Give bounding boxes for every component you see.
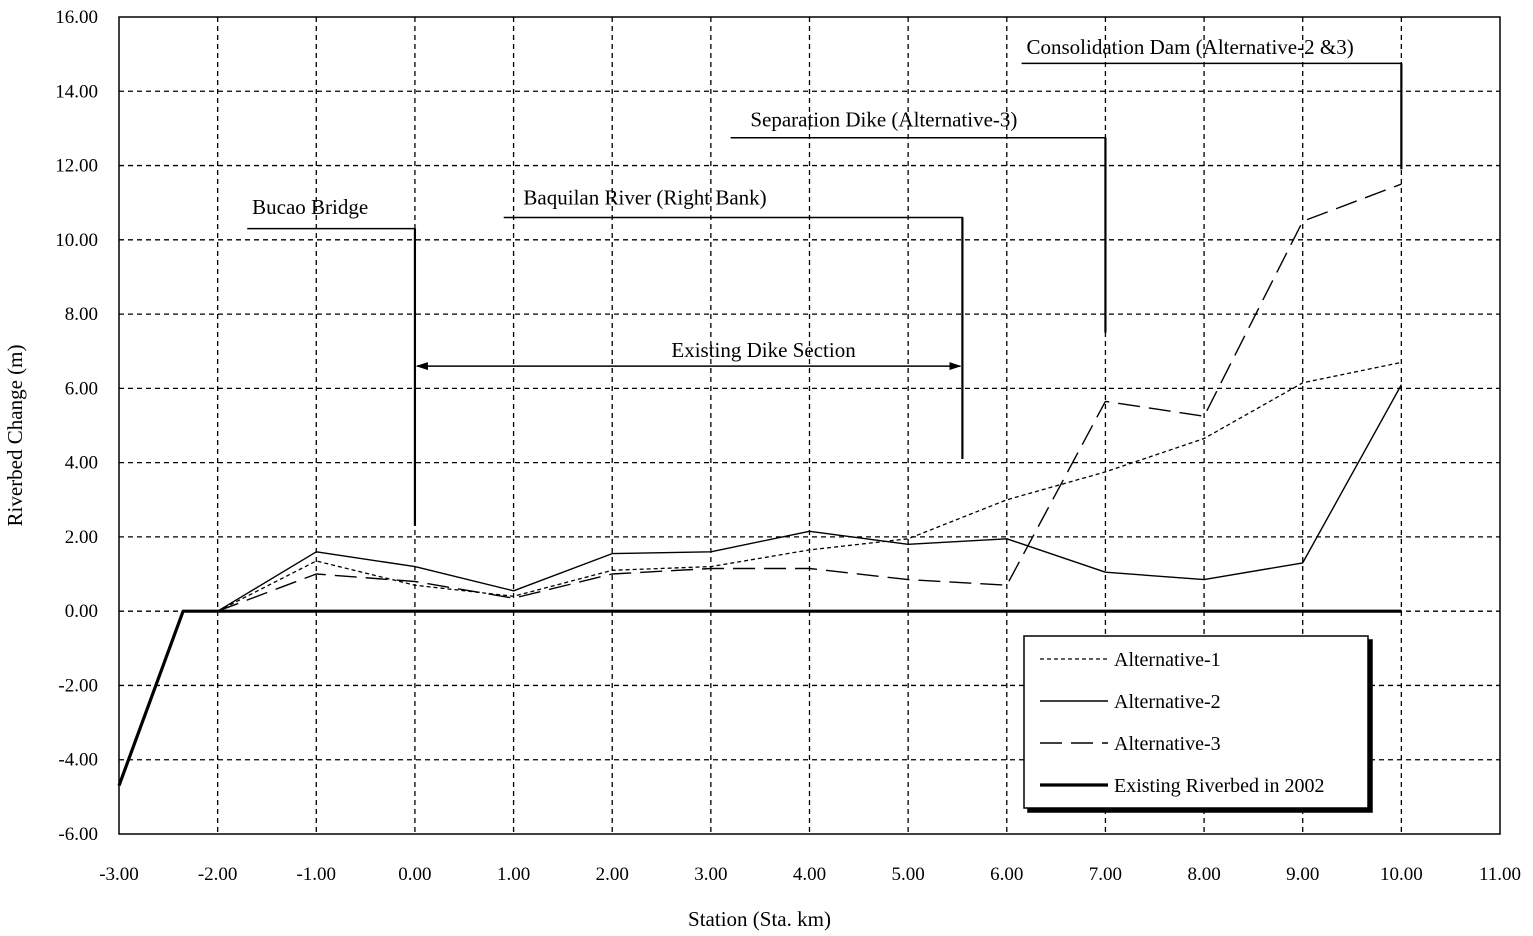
- annotation-leader-line: [247, 227, 416, 526]
- series-line-alternative-3: [217, 183, 1402, 612]
- x-tick-label: 2.00: [596, 864, 629, 885]
- x-tick-label: 4.00: [793, 864, 826, 885]
- annotation-label: Baquilan River (Right Bank): [523, 186, 766, 210]
- x-tick-label: 11.00: [1479, 864, 1521, 885]
- y-tick-label: 12.00: [55, 156, 98, 177]
- annotation-label: Separation Dike (Alternative-3): [750, 108, 1017, 132]
- legend-box: [1023, 635, 1369, 809]
- series-line-existing-riverbed-in-2002: [117, 609, 1402, 787]
- x-tick-label: -2.00: [198, 864, 238, 885]
- legend-label: Alternative-2: [1114, 691, 1221, 713]
- series-line-alternative-2: [217, 384, 1403, 612]
- y-tick-label: 6.00: [65, 378, 98, 399]
- annotations: Bucao Bridge Baquilan River (Right Bank) S…: [247, 35, 1403, 526]
- y-tick-label: 14.00: [55, 81, 98, 102]
- x-tick-label: -3.00: [99, 864, 139, 885]
- plot-area-frame: [118, 16, 1501, 835]
- y-tick-label: 10.00: [55, 230, 98, 251]
- x-tick-label: -1.00: [296, 864, 336, 885]
- legend-label: Existing Riverbed in 2002: [1114, 775, 1325, 797]
- x-tick-label: 9.00: [1286, 864, 1319, 885]
- x-tick-label: 3.00: [694, 864, 727, 885]
- y-tick-label: 16.00: [55, 7, 98, 28]
- y-axis-title: Riverbed Change (m): [3, 345, 27, 527]
- annotation-label: Bucao Bridge: [252, 195, 368, 219]
- y-tick-label: 4.00: [65, 453, 98, 474]
- x-tick-label: 6.00: [990, 864, 1023, 885]
- series-lines: [117, 183, 1403, 787]
- x-tick-label: 8.00: [1187, 864, 1220, 885]
- y-tick-label: 2.00: [65, 527, 98, 548]
- legend-label: Alternative-1: [1114, 649, 1221, 671]
- annotation-label: Consolidation Dam (Alternative-2 &3): [1027, 35, 1354, 59]
- annotation-leader-line: [730, 136, 1107, 333]
- x-tick-label: 0.00: [398, 864, 431, 885]
- x-tick-label: 5.00: [892, 864, 925, 885]
- y-tick-label: -4.00: [58, 750, 98, 771]
- legend: Alternative-1 Alternative-2 Alternative-3 E…: [1023, 635, 1369, 809]
- y-tick-label: 8.00: [65, 304, 98, 325]
- x-tick-label: 1.00: [497, 864, 530, 885]
- y-tick-label: -2.00: [58, 675, 98, 696]
- axis-ticks: -3.00 -2.00 -1.00 0.00 1.00 2.00 3.00 4.00 5.00 6…: [55, 7, 1521, 885]
- y-tick-label: -6.00: [58, 824, 98, 845]
- series-line-alternative-1: [217, 361, 1402, 612]
- x-tick-label: 10.00: [1380, 864, 1423, 885]
- x-tick-label: 7.00: [1089, 864, 1122, 885]
- x-axis-title: Station (Sta. km): [688, 907, 831, 931]
- annotation-leader-line: [1021, 62, 1403, 170]
- legend-label: Alternative-3: [1114, 733, 1221, 755]
- y-tick-label: 0.00: [65, 601, 98, 622]
- annotation-label: Existing Dike Section: [671, 338, 856, 362]
